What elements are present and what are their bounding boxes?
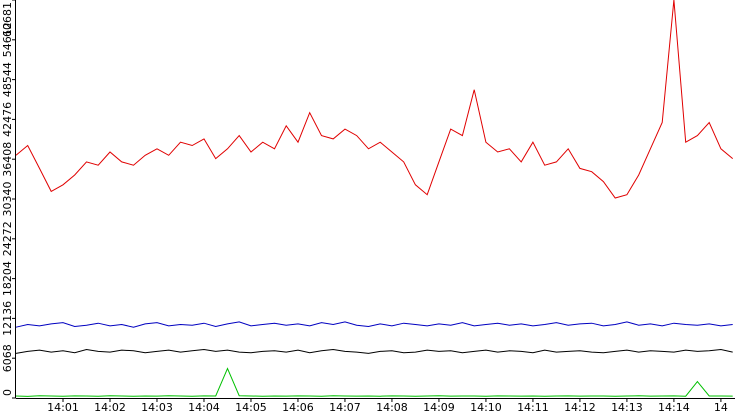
- x-tick-label: 14:07: [329, 401, 361, 414]
- x-tick-label: 14:04: [188, 401, 220, 414]
- x-tick-label: 14:01: [47, 401, 79, 414]
- x-tick-label: 14:08: [376, 401, 408, 414]
- x-tick-label: 14:10: [470, 401, 502, 414]
- y-tick-label: 42476: [1, 102, 14, 137]
- y-tick-label: 60681: [1, 2, 14, 37]
- y-tick-label: 6068: [1, 344, 14, 372]
- series-line: [15, 321, 733, 328]
- x-tick-label: 14:06: [282, 401, 314, 414]
- x-tick-label: 14:09: [423, 401, 455, 414]
- y-tick-label: 36408: [1, 142, 14, 177]
- x-tick-label: 14:11: [517, 401, 549, 414]
- y-tick-label: 48544: [1, 62, 14, 97]
- series-line: [15, 348, 733, 354]
- y-tick-label: 24272: [1, 221, 14, 256]
- y-tick-label: 0: [1, 389, 14, 396]
- y-tick-label: 12136: [1, 301, 14, 336]
- y-tick-label: 54612: [1, 22, 14, 57]
- series-line: [15, 0, 734, 199]
- x-tick-label: 14:14: [658, 401, 690, 414]
- x-tick-label: 14: [714, 401, 728, 414]
- y-tick-label: 18204: [1, 261, 14, 296]
- series-line: [15, 367, 733, 397]
- y-tick-label: 30340: [1, 182, 14, 217]
- x-tick-label: 14:13: [611, 401, 643, 414]
- x-tick-label: 14:02: [94, 401, 126, 414]
- x-tick-label: 14:12: [564, 401, 596, 414]
- x-tick-label: 14:05: [235, 401, 267, 414]
- x-tick-label: 14:03: [141, 401, 173, 414]
